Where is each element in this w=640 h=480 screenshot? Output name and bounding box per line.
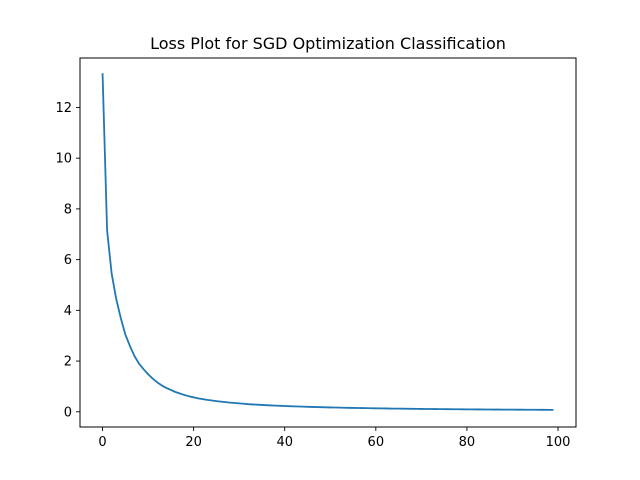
x-tick-label: 80 — [459, 435, 476, 450]
plot-frame — [79, 57, 577, 428]
y-tick-label: 12 — [55, 101, 72, 116]
y-tick-label: 10 — [55, 152, 72, 167]
x-tick-label: 20 — [185, 435, 202, 450]
x-tick-label: 100 — [546, 435, 571, 450]
x-tick-label: 40 — [276, 435, 293, 450]
y-axis: 0 2 4 6 8 10 12 — [55, 101, 80, 420]
chart-title: Loss Plot for SGD Optimization Classific… — [150, 34, 506, 53]
series-line-0 — [101, 73, 554, 411]
y-tick-label: 6 — [64, 253, 72, 268]
y-tick-label: 2 — [64, 355, 72, 370]
x-tick-label: 60 — [368, 435, 385, 450]
y-tick-label: 0 — [64, 405, 72, 420]
y-tick-label: 4 — [64, 304, 72, 319]
x-tick-label: 0 — [98, 435, 106, 450]
x-axis: 0 20 40 60 80 100 — [98, 427, 570, 450]
y-tick-label: 8 — [64, 202, 72, 217]
plot-area — [101, 73, 554, 411]
